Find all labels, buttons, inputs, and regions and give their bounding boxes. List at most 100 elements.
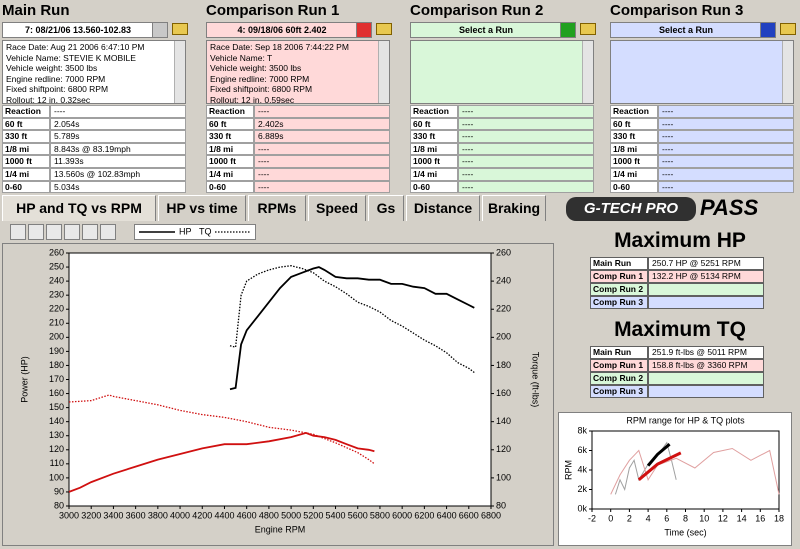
- max-label: Comp Run 1: [590, 270, 648, 283]
- tab[interactable]: Distance: [406, 195, 480, 221]
- max-label: Comp Run 3: [590, 296, 648, 309]
- scrollbar: [582, 41, 593, 103]
- dropdown-button[interactable]: [760, 23, 775, 37]
- x-tick-label: 6800: [481, 510, 501, 520]
- y2-tick-label: 80: [496, 500, 506, 510]
- info-line: Vehicle weight: 3500 lbs: [210, 63, 302, 73]
- folder-icon[interactable]: [376, 23, 392, 35]
- row-value: 13.560s @ 102.83mph: [50, 168, 186, 181]
- logo-mode: PASS: [700, 195, 759, 220]
- y-tick-label: 100: [49, 472, 64, 482]
- x-tick-label: 5800: [370, 510, 390, 520]
- data-line: [614, 441, 677, 495]
- x-tick-label: 3800: [148, 510, 168, 520]
- selector-text: Select a Run: [658, 25, 714, 35]
- x-tick-label: 3400: [103, 510, 123, 520]
- row-label: 1/8 mi: [410, 142, 458, 156]
- tool-button[interactable]: [46, 224, 62, 240]
- data-line: [229, 265, 475, 374]
- x-tick-label: 6600: [459, 510, 479, 520]
- legend-label: HP: [179, 226, 192, 236]
- max-title: Maximum TQ: [614, 318, 746, 341]
- info-line: Vehicle weight: 3500 lbs: [6, 63, 98, 73]
- selector-text: 7: 08/21/06 13.560-102.83: [24, 25, 132, 35]
- y-tick-label: 6k: [577, 445, 587, 455]
- tab[interactable]: HP vs time: [158, 195, 246, 221]
- x-tick-label: 4: [646, 513, 651, 523]
- tool-button[interactable]: [28, 224, 44, 240]
- info-line: Race Date: Aug 21 2006 6:47:10 PM: [6, 42, 145, 52]
- y2-tick-label: 100: [496, 472, 511, 482]
- y-tick-label: 0k: [577, 503, 587, 513]
- y-tick-label: 130: [49, 430, 64, 440]
- folder-icon[interactable]: [780, 23, 796, 35]
- tool-button[interactable]: [10, 224, 26, 240]
- scrollbar: [174, 41, 185, 103]
- run-selector[interactable]: Select a Run: [610, 22, 776, 38]
- row-label: 1/8 mi: [610, 142, 658, 156]
- y-tick-label: 190: [49, 346, 64, 356]
- run-selector[interactable]: 7: 08/21/06 13.560-102.83: [2, 22, 168, 38]
- run-selector[interactable]: Select a Run: [410, 22, 576, 38]
- row-value: ----: [658, 155, 794, 168]
- row-label: 1000 ft: [206, 155, 254, 168]
- max-label: Comp Run 2: [590, 372, 648, 385]
- tool-button[interactable]: [100, 224, 116, 240]
- y2-tick-label: 160: [496, 388, 511, 398]
- row-value: ----: [658, 180, 794, 194]
- max-label: Comp Run 2: [590, 283, 648, 296]
- max-value: 250.7 HP @ 5251 RPM: [648, 257, 764, 270]
- tab[interactable]: HP and TQ vs RPM: [2, 195, 156, 221]
- x-tick-label: 5000: [281, 510, 301, 520]
- row-value: 2.054s: [50, 117, 186, 131]
- dropdown-button[interactable]: [356, 23, 371, 37]
- x-axis-label: Engine RPM: [255, 524, 306, 534]
- y-tick-label: 200: [49, 332, 64, 342]
- y-tick-label: 260: [49, 247, 64, 257]
- max-value: 251.9 ft-lbs @ 5011 RPM: [648, 346, 764, 359]
- data-line: [229, 266, 475, 391]
- folder-icon[interactable]: [172, 23, 188, 35]
- legend-label: TQ: [199, 226, 212, 236]
- y-axis-label: RPM: [563, 460, 573, 480]
- row-label: 1000 ft: [410, 155, 458, 168]
- tool-button[interactable]: [82, 224, 98, 240]
- dropdown-button[interactable]: [560, 23, 575, 37]
- tab[interactable]: Braking: [482, 195, 546, 221]
- max-label: Comp Run 3: [590, 385, 648, 398]
- tab[interactable]: RPMs: [248, 195, 306, 221]
- x-tick-label: 6400: [437, 510, 457, 520]
- row-label: 0-60: [610, 180, 658, 194]
- row-label: Reaction: [410, 105, 458, 118]
- run-selector[interactable]: 4: 09/18/06 60ft 2.402: [206, 22, 372, 38]
- x-tick-label: 3600: [126, 510, 146, 520]
- max-label: Main Run: [590, 346, 648, 359]
- chart: 3000 3200 3400 3600 3800 4000 4200 4400 4600 4800…: [19, 247, 540, 534]
- info-line: Vehicle Name: T: [210, 52, 273, 63]
- row-label: 1000 ft: [2, 155, 50, 168]
- row-label: 1/4 mi: [2, 168, 50, 181]
- selector-text: 4: 09/18/06 60ft 2.402: [237, 25, 327, 35]
- tab[interactable]: Gs: [368, 195, 404, 221]
- row-label: 330 ft: [410, 130, 458, 143]
- row-value: ----: [658, 117, 794, 131]
- y2-tick-label: 180: [496, 360, 511, 370]
- y-tick-label: 140: [49, 416, 64, 426]
- legend-graphic: HP TQ: [139, 226, 251, 236]
- tab[interactable]: Speed: [308, 195, 366, 221]
- info-box: Race Date: Aug 21 2006 6:47:10 PM Vehicle…: [2, 40, 186, 104]
- dropdown-button[interactable]: [152, 23, 167, 37]
- y-tick-label: 220: [49, 304, 64, 314]
- x-tick-label: 14: [737, 513, 747, 523]
- folder-icon[interactable]: [580, 23, 596, 35]
- row-value: 6.889s: [254, 130, 390, 143]
- scrollbar: [782, 41, 793, 103]
- x-tick-label: 5600: [348, 510, 368, 520]
- row-label: 330 ft: [2, 130, 50, 143]
- info-line: Engine redline: 7000 RPM: [210, 73, 310, 84]
- x-tick-label: 10: [699, 513, 709, 523]
- y-tick-label: 150: [49, 402, 64, 412]
- tool-button[interactable]: [64, 224, 80, 240]
- data-line: [646, 443, 671, 467]
